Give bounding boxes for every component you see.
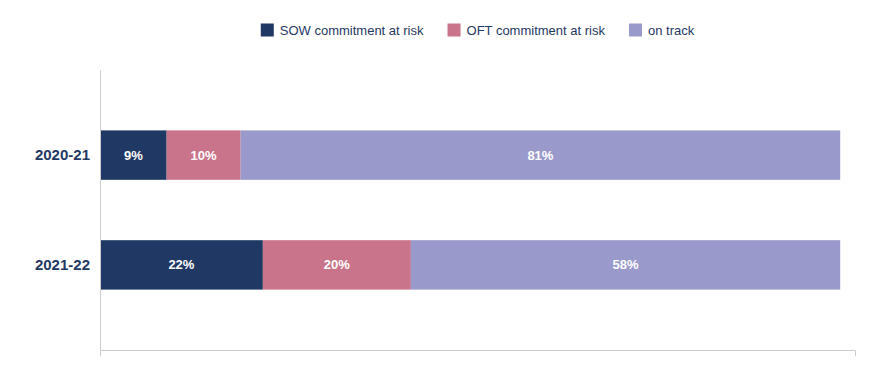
bars xyxy=(100,130,840,289)
y-axis-line xyxy=(100,71,101,351)
legend-swatch xyxy=(261,24,274,37)
y-tick: 2020-21 xyxy=(35,146,90,163)
y-tick: 2021-22 xyxy=(35,256,90,273)
legend-label: SOW commitment at risk xyxy=(280,23,424,38)
legend-swatch xyxy=(448,24,461,37)
data-label: 81% xyxy=(527,148,553,163)
legend-item: SOW commitment at risk xyxy=(261,23,424,38)
y-tick-label: 2020-21 xyxy=(35,146,90,163)
x-axis xyxy=(101,351,856,357)
bar-segment xyxy=(100,130,167,179)
legend-item: on track xyxy=(629,23,695,38)
legend-label: OFT commitment at risk xyxy=(467,23,606,38)
legend-swatch xyxy=(629,24,642,37)
data-label: 9% xyxy=(124,148,143,163)
plot: 22% 9% 20% 10% 58% 81% 2021-22 2020-21 xyxy=(35,71,856,357)
data-label: 58% xyxy=(613,257,639,272)
data-label: 10% xyxy=(191,148,217,163)
bar-segment xyxy=(100,240,263,289)
data-label: 20% xyxy=(324,257,350,272)
bar-segment xyxy=(241,130,841,179)
bar-segment xyxy=(411,240,840,289)
data-label: 22% xyxy=(168,257,194,272)
data-labels: 22% 9% 20% 10% 58% 81% xyxy=(124,148,639,273)
legend: SOW commitment at risk OFT commitment at … xyxy=(261,23,695,38)
legend-label: on track xyxy=(648,23,695,38)
x-axis-line xyxy=(101,351,856,357)
chart: 22% 9% 20% 10% 58% 81% 2021-22 2020-21 SOW commi… xyxy=(0,0,875,385)
y-axis: 2021-22 2020-21 xyxy=(35,71,101,351)
bar-segment xyxy=(263,240,411,289)
legend-item: OFT commitment at risk xyxy=(448,23,606,38)
bar-segment xyxy=(167,130,241,179)
y-tick-label: 2021-22 xyxy=(35,256,90,273)
